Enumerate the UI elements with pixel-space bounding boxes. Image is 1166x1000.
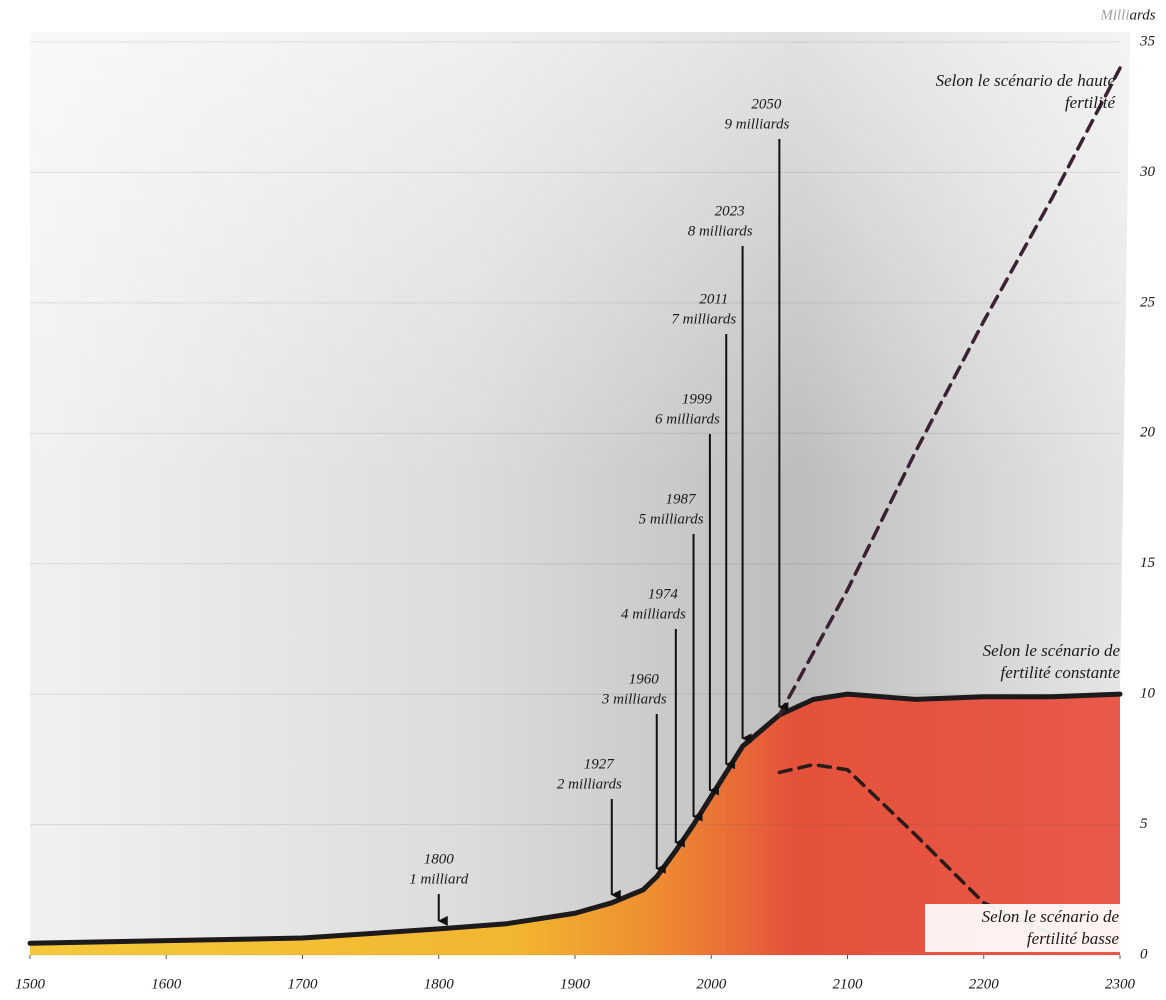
y-tick-label: 15 (1140, 555, 1156, 571)
milestone-year: 1987 (666, 491, 698, 507)
y-tick-label: 30 (1139, 164, 1156, 180)
x-tick-label: 1500 (15, 976, 46, 992)
milestone-year: 1960 (629, 671, 660, 687)
milestone-year: 2023 (715, 203, 745, 219)
y-tick-label: 0 (1140, 946, 1148, 962)
y-tick-label: 25 (1140, 294, 1156, 310)
series-line (777, 66, 1122, 717)
scenario-label: Selon le scénario de haute fertilité (935, 71, 1115, 112)
population-area (30, 694, 1120, 955)
x-tick-label: 1700 (288, 976, 319, 992)
milestone-year: 1927 (584, 756, 616, 772)
milestone-label: 6 milliards (655, 411, 720, 427)
x-tick-label: 1600 (151, 976, 182, 992)
x-tick-label: 1800 (424, 976, 455, 992)
x-tick-label: 2100 (833, 976, 864, 992)
milestone-year: 2050 (751, 96, 782, 112)
series-line (27, 691, 1123, 946)
milestone-label: 3 milliards (601, 691, 667, 707)
milestone-label: 7 milliards (671, 311, 736, 327)
y-tick-label: 10 (1140, 686, 1156, 702)
scenario-label: Selon le scénario de fertilité constante (982, 641, 1120, 682)
x-tick-label: 1900 (560, 976, 591, 992)
milestone-label: 8 milliards (688, 223, 753, 239)
milestone-label: 2 milliards (557, 776, 622, 792)
y-tick-label: 35 (1139, 33, 1156, 49)
milestone-label: 9 milliards (725, 116, 790, 132)
y-tick-label: 20 (1140, 425, 1156, 441)
x-tick-label: 2200 (969, 976, 1000, 992)
scenario-label: Selon le scénario de fertilité basse (925, 904, 1123, 952)
milestone-label: 5 milliards (639, 511, 704, 527)
milestone-label: 1 milliard (409, 871, 469, 887)
milestone-year: 1999 (682, 391, 713, 407)
milestone-year: 2011 (699, 291, 728, 307)
x-tick-label: 2000 (696, 976, 727, 992)
x-tick-label: 2300 (1105, 976, 1136, 992)
milestone-label: 4 milliards (621, 606, 686, 622)
milestone-year: 1800 (424, 851, 455, 867)
y-tick-label: 5 (1140, 816, 1148, 832)
milestone-year: 1974 (648, 586, 679, 602)
